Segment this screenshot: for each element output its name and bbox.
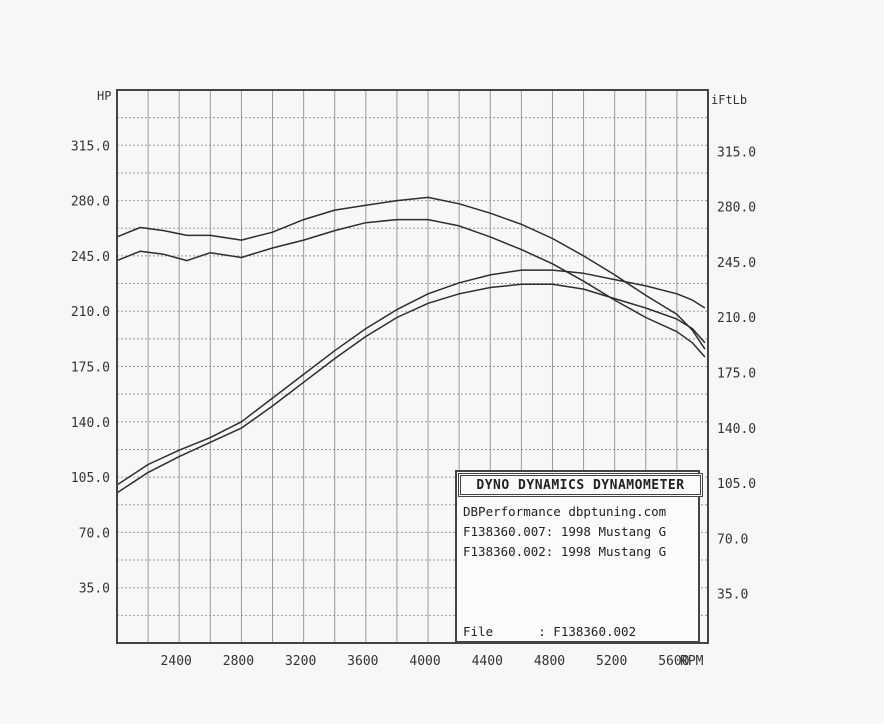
y-tick-label-left: 70.0 <box>79 526 110 541</box>
x-axis-label: RPM <box>680 654 704 669</box>
y-tick-label-right: 315.0 <box>717 145 756 160</box>
y-tick-label-right: 280.0 <box>717 201 756 216</box>
legend-box: DYNO DYNAMICS DYNAMOMETER DBPerformance … <box>455 470 703 643</box>
power-curve-2 <box>116 269 706 486</box>
y-tick-label-left: 140.0 <box>71 416 110 431</box>
x-tick-label: 4800 <box>534 654 565 669</box>
legend-run-2: F138360.002: 1998 Mustang G <box>463 544 667 559</box>
legend-file: File : F138360.002 <box>463 624 637 639</box>
y-tick-label-left: 210.0 <box>71 305 110 320</box>
y-tick-label-left: 315.0 <box>71 139 110 154</box>
y-tick-label-left: 175.0 <box>71 361 110 376</box>
y-tick-label-left: 245.0 <box>71 250 110 265</box>
x-tick-label: 3600 <box>347 654 378 669</box>
y-tick-label-right: 70.0 <box>717 532 748 547</box>
torque-curve-3 <box>116 218 706 358</box>
legend-run-1: F138360.007: 1998 Mustang G <box>463 524 667 539</box>
x-tick-label: 5200 <box>596 654 627 669</box>
y-tick-label-left: 105.0 <box>71 471 110 486</box>
y-tick-label-right: 175.0 <box>717 367 756 382</box>
y-tick-label-right: 210.0 <box>717 311 756 326</box>
y-tick-label-right: 245.0 <box>717 256 756 271</box>
x-tick-label: 3200 <box>285 654 316 669</box>
x-tick-label: 2400 <box>161 654 192 669</box>
legend-title: DYNO DYNAMICS DYNAMOMETER <box>458 473 703 497</box>
x-tick-label: 5600 <box>658 654 689 669</box>
y-tick-label-left: 280.0 <box>71 195 110 210</box>
right-axis-label: iFtLb <box>711 93 747 107</box>
y-tick-label-right: 105.0 <box>717 477 756 492</box>
y-tick-label-right: 140.0 <box>717 422 756 437</box>
left-axis-label: HP <box>97 89 111 103</box>
x-tick-label: 4000 <box>409 654 440 669</box>
plot-frame <box>116 89 709 644</box>
legend-company: DBPerformance dbptuning.com <box>463 504 667 519</box>
x-tick-label: 2800 <box>223 654 254 669</box>
power-curve-1 <box>116 283 706 494</box>
x-tick-label: 4400 <box>472 654 503 669</box>
y-tick-label-right: 35.0 <box>717 588 748 603</box>
y-tick-label-left: 35.0 <box>79 582 110 597</box>
torque-curve-4 <box>116 196 706 350</box>
